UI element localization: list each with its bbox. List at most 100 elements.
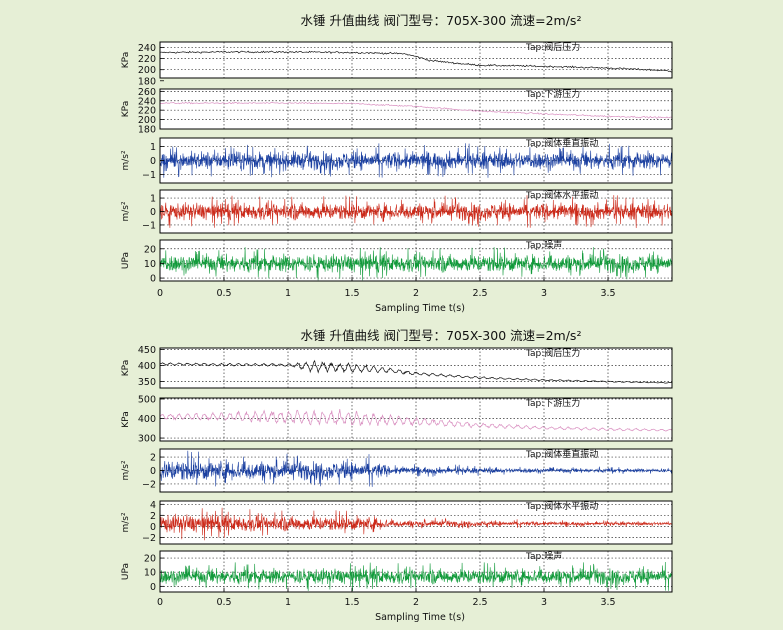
panel-frame: [159, 41, 673, 79]
y-tick-label: −1: [142, 170, 156, 181]
x-tick-label: 0.5: [216, 288, 231, 299]
series-signal: [159, 143, 673, 178]
y-axis-label: m/s²: [121, 460, 131, 480]
y-tick-label: 0: [150, 522, 156, 533]
series-signal: [159, 450, 673, 487]
y-axis-label: m/s²: [121, 512, 131, 532]
legend-label: Tap:阀后压力: [525, 347, 580, 359]
y-tick-label: 0: [150, 466, 156, 477]
y-axis-label: m/s²: [121, 201, 131, 221]
series-line: [159, 409, 673, 432]
y-tick-label: 1: [150, 142, 156, 153]
x-tick-label: 3: [541, 288, 547, 299]
x-tick-label: 3.5: [600, 597, 615, 608]
series-signal: [159, 195, 673, 229]
x-tick-label: 2: [413, 288, 419, 299]
y-tick-label: 10: [144, 259, 156, 270]
panel-3: −2 0 2 m/s² Tap:阀体垂直振动: [121, 448, 673, 493]
legend-label: Tap:阀体垂直振动: [525, 448, 598, 460]
panel-frame: [159, 347, 673, 389]
series-line: [159, 50, 673, 73]
legend-label: Tap:噪声: [525, 550, 562, 562]
y-tick-label: 400: [138, 361, 156, 372]
y-axis-label: UPa: [121, 252, 131, 269]
x-tick-label: 1: [285, 597, 291, 608]
panel-5: 0 10 20 UPa Tap:噪声: [121, 239, 673, 285]
x-tick-label: 1: [285, 288, 291, 299]
legend-label: Tap:阀体水平振动: [525, 500, 598, 512]
y-tick-label: 0: [150, 582, 156, 593]
y-tick-label: 2: [150, 453, 156, 464]
series-line: [159, 101, 673, 119]
y-tick-label: 20: [144, 554, 156, 565]
y-tick-label: 450: [138, 345, 156, 356]
panel-area: [160, 348, 672, 388]
x-axis-label: Sampling Time t(s): [375, 612, 465, 623]
y-axis-label: KPa: [121, 52, 131, 68]
y-tick-label: 0: [150, 274, 156, 285]
y-tick-label: 180: [138, 125, 156, 136]
legend-label: Tap:噪声: [525, 239, 562, 251]
y-tick-label: 260: [138, 87, 156, 98]
y-tick-label: 2: [150, 511, 156, 522]
y-tick-label: 1: [150, 194, 156, 205]
series-signal: [159, 507, 673, 542]
y-tick-label: −2: [142, 533, 156, 544]
series-signal: [159, 247, 673, 281]
y-axis-label: KPa: [121, 411, 131, 427]
x-axis-label: Sampling Time t(s): [375, 303, 465, 314]
panel-frame: [159, 397, 673, 442]
y-tick-label: 0: [150, 156, 156, 167]
y-tick-label: −1: [142, 220, 156, 231]
x-tick-label: 1.5: [344, 597, 359, 608]
x-tick-label: 2: [413, 597, 419, 608]
series-line: [159, 359, 673, 384]
y-tick-label: 220: [138, 106, 156, 117]
y-tick-label: 4: [150, 500, 156, 511]
y-tick-label: 300: [138, 434, 156, 445]
x-tick-label: 2.5: [472, 597, 487, 608]
x-tick-label: 1.5: [344, 288, 359, 299]
chart-title: 水锤 升值曲线 阀门型号：705X-300 流速=2m/s²: [301, 13, 582, 28]
y-tick-label: 500: [138, 394, 156, 405]
x-tick-label: 0.5: [216, 597, 231, 608]
y-tick-label: 20: [144, 244, 156, 255]
legend-label: Tap:下游压力: [525, 397, 580, 409]
chart-bottom: 水锤 升值曲线 阀门型号：705X-300 流速=2m/s²350400450K…: [121, 328, 673, 623]
y-tick-label: 400: [138, 414, 156, 425]
y-tick-label: 180: [138, 76, 156, 87]
legend-label: Tap:阀体垂直振动: [525, 137, 598, 149]
chart-title: 水锤 升值曲线 阀门型号：705X-300 流速=2m/s²: [301, 328, 582, 343]
x-tick-label: 0: [157, 288, 163, 299]
y-tick-label: 0: [150, 207, 156, 218]
y-axis-label: UPa: [121, 563, 131, 580]
x-tick-label: 3.5: [600, 288, 615, 299]
y-tick-label: 200: [138, 65, 156, 76]
y-tick-label: 240: [138, 96, 156, 107]
y-axis-label: m/s²: [121, 150, 131, 170]
x-tick-label: 0: [157, 597, 163, 608]
panel-1: 350 400 450 KPa Tap:阀后压力: [121, 345, 673, 389]
panel-2: 300 400 500 KPa Tap:下游压力: [121, 394, 673, 445]
panel-frame: [159, 500, 673, 545]
panel-4: −1 0 1 m/s² Tap:阀体水平振动: [121, 189, 673, 234]
y-axis-label: KPa: [121, 101, 131, 117]
x-tick-label: 3: [541, 597, 547, 608]
y-tick-label: 220: [138, 54, 156, 65]
series-signal: [159, 561, 673, 591]
y-tick-label: 200: [138, 115, 156, 126]
legend-label: Tap:阀体水平振动: [525, 189, 598, 201]
panel-area: [160, 89, 672, 129]
y-tick-label: 350: [138, 377, 156, 388]
y-tick-label: 240: [138, 43, 156, 54]
panel-3: −1 0 1 m/s² Tap:阀体垂直振动: [121, 137, 673, 184]
y-axis-label: KPa: [121, 360, 131, 376]
panel-frame: [159, 88, 673, 130]
x-tick-label: 2.5: [472, 288, 487, 299]
y-tick-label: 10: [144, 568, 156, 579]
legend-label: Tap:下游压力: [525, 88, 580, 100]
